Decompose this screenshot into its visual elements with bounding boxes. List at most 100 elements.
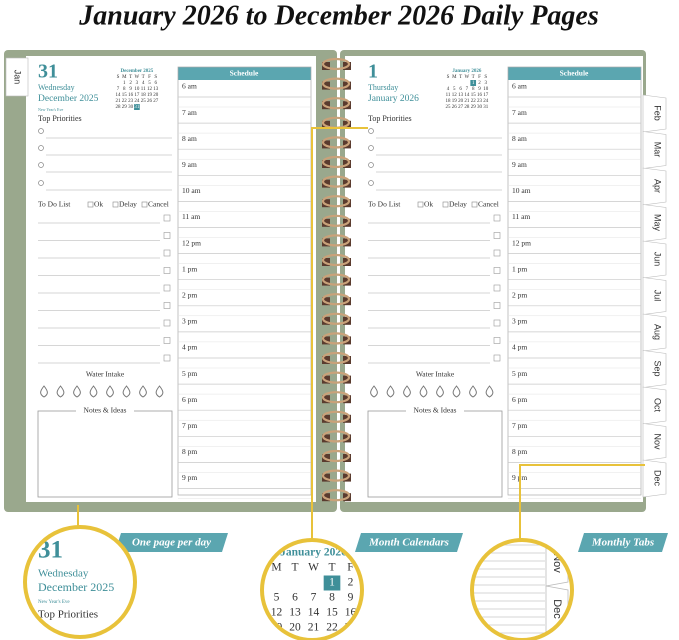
calendar-weekday: F [148, 75, 151, 80]
month-tab [642, 167, 667, 206]
calendar-date: 18 [252, 622, 264, 634]
water-drop [469, 385, 477, 398]
time-label: 8 pm [512, 447, 527, 456]
calendar-date: 10 [134, 87, 140, 92]
todo-checkbox [493, 232, 501, 239]
month-tab-label: May [653, 214, 663, 232]
month-tab [642, 459, 667, 498]
month-tab-label: Oct [653, 398, 663, 413]
todo-checkbox [163, 214, 171, 222]
spiral-ring [321, 449, 351, 463]
todo-checkbox [493, 284, 501, 292]
calendar-date: 21 [308, 622, 320, 634]
todo-label: To Do List [38, 200, 71, 209]
time-label: 10 am [512, 186, 531, 195]
calendar-date: 30 [477, 105, 483, 110]
priority-bullet [368, 180, 374, 186]
right-page [345, 56, 643, 502]
calendar-date: 31 [483, 105, 489, 110]
status-box [442, 201, 449, 208]
priority-bullet [368, 162, 374, 168]
calendar-weekday: S [255, 562, 261, 574]
calendar-weekday: M [271, 562, 281, 574]
calendar-date: 19 [452, 99, 458, 104]
month-tab [642, 350, 667, 388]
time-label: 7 pm [512, 421, 527, 430]
calendar-date: 14 [308, 607, 320, 619]
calendar-date: 27 [458, 105, 464, 110]
time-label: 11 am [182, 212, 200, 221]
calendar-date: 15 [122, 93, 128, 98]
todo-label: To Do List [368, 200, 401, 209]
time-label: 6 pm [512, 395, 527, 404]
calendar-weekday: F [478, 75, 481, 80]
calendar-date: 26 [271, 637, 283, 640]
month-year: January 2026 [368, 94, 419, 104]
calendar-date: 17 [363, 607, 375, 619]
todo-checkbox [163, 284, 171, 292]
calendar-date: 9 [478, 87, 481, 92]
zoom-ring [470, 538, 574, 640]
calendar-date: 5 [148, 81, 151, 86]
calendar-date: 21 [116, 99, 122, 104]
calendar-date: 2 [129, 81, 132, 86]
time-label: 7 pm [182, 421, 197, 430]
calendar-date: 14 [464, 93, 470, 98]
time-label: 11 am [512, 212, 530, 221]
notes-label-bg [406, 405, 464, 416]
calendar-date: 20 [289, 622, 301, 634]
calendar-weekday: T [142, 75, 145, 80]
time-label: 2 pm [182, 291, 197, 300]
spiral-ring [321, 293, 351, 306]
spiral-ring [321, 469, 351, 482]
calendar-date: 10 [363, 592, 375, 604]
water-drop [89, 385, 98, 398]
callout-ribbon [578, 533, 668, 552]
month-tab [642, 94, 667, 133]
status-label: Delay [119, 200, 137, 209]
water-drop [419, 385, 428, 398]
time-label: 6 am [182, 82, 197, 91]
water-drop [436, 385, 444, 398]
spiral-ring [321, 430, 351, 443]
time-label: 1 pm [512, 264, 527, 273]
leader-line [519, 464, 645, 540]
calendar-date: 18 [141, 93, 147, 98]
time-label: 12 pm [182, 238, 201, 247]
spiral-ring [321, 391, 351, 404]
calendar-weekday: S [366, 562, 372, 574]
page-title: January 2026 to December 2026 Daily Page… [78, 0, 599, 31]
day-number: 1 [368, 61, 378, 83]
month-tab [642, 386, 667, 425]
month-tab-label: Aug [653, 324, 663, 340]
calendar-date: 11 [252, 607, 263, 619]
todo-checkbox [163, 232, 171, 239]
calendar-date: 10 [483, 87, 489, 92]
calendar-date: 15 [326, 607, 338, 619]
time-label: 12 pm [512, 238, 531, 247]
calendar-date: 28 [116, 105, 122, 110]
month-tab-label: Jun [653, 252, 663, 267]
callout-ribbon [355, 533, 463, 552]
calendar-date: 24 [483, 99, 489, 104]
calendar-date: 5 [274, 592, 280, 604]
calendar-highlight [323, 575, 341, 591]
month-tab-label: Dec [551, 599, 563, 619]
notes-label-bg [76, 405, 134, 416]
time-label: 8 am [182, 134, 197, 143]
weekday: Wednesday [38, 568, 89, 580]
calendar-date: 6 [459, 87, 462, 92]
calendar-date: 26 [147, 99, 153, 104]
status-box [112, 201, 119, 208]
month-tab-label: Jul [653, 290, 663, 302]
calendar-date: 16 [477, 93, 483, 98]
todo-checkbox [493, 249, 501, 257]
month-tab [642, 423, 667, 461]
calendar-date: 8 [329, 592, 335, 604]
month-tab [642, 204, 667, 242]
water-drop [122, 385, 131, 398]
spiral-ring [321, 57, 351, 71]
calendar-date: 13 [289, 607, 301, 619]
weekday: Thursday [368, 83, 398, 92]
